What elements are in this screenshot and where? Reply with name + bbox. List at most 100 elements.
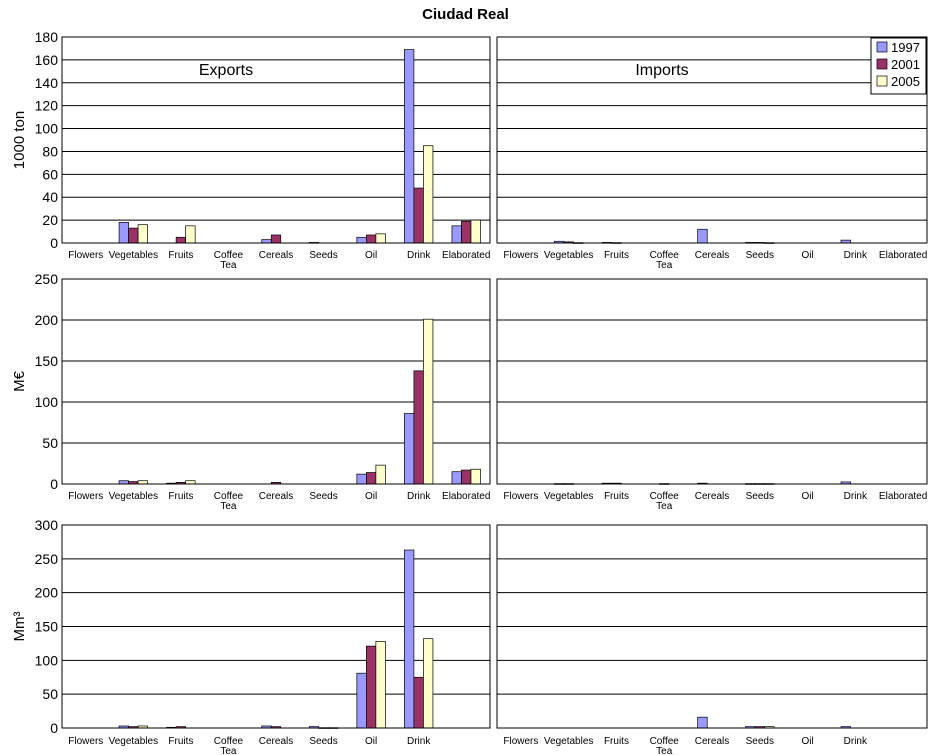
bar-2005-drink	[423, 145, 434, 244]
bar-2001-drink	[413, 187, 424, 244]
bar-2005-elaborated	[470, 219, 481, 244]
bar-2001-oil	[366, 472, 377, 485]
category-label: Oil	[365, 491, 377, 502]
y-tick-label: 120	[35, 98, 59, 114]
bar-1997-elaborated	[451, 225, 462, 244]
y-axis-label: Mm³	[11, 612, 28, 642]
category-label: Elaborated	[442, 491, 490, 502]
category-label: Cereals	[259, 736, 293, 747]
plot-frame	[61, 524, 491, 729]
y-tick-label: 300	[35, 517, 59, 533]
category-label: Flowers	[68, 250, 103, 261]
category-label: Seeds	[746, 250, 774, 261]
category-label: Fruits	[604, 491, 629, 502]
bar-2005-oil	[375, 641, 386, 729]
category-label: Vegetables	[109, 250, 159, 261]
category-label: Cereals	[695, 491, 729, 502]
bar-2001-drink	[413, 676, 424, 729]
bar-2005-drink	[423, 638, 434, 729]
category-label: Vegetables	[544, 250, 594, 261]
bar-2005-vegetables	[137, 224, 148, 244]
category-label: Fruits	[604, 736, 629, 747]
legend-label-1997: 1997	[891, 40, 920, 55]
category-label: Flowers	[68, 736, 103, 747]
legend-label-2001: 2001	[891, 57, 920, 72]
y-tick-label: 250	[35, 271, 59, 287]
category-label: Drink	[407, 736, 431, 747]
category-label: Oil	[801, 736, 813, 747]
bar-1997-vegetables	[118, 222, 129, 244]
bar-1997-cereals	[697, 716, 708, 729]
y-tick-label: 50	[42, 686, 58, 702]
category-label: Coffee	[650, 491, 680, 502]
bar-2001-elaborated	[461, 469, 472, 485]
category-label: Coffee	[214, 736, 244, 747]
category-label: Flowers	[503, 736, 538, 747]
bar-2005-oil	[375, 464, 386, 485]
category-label: Tea	[656, 746, 673, 755]
y-tick-label: 80	[42, 143, 58, 159]
category-label: Vegetables	[109, 491, 159, 502]
y-tick-label: 0	[50, 235, 58, 251]
y-tick-label: 250	[35, 551, 59, 567]
plot-frame	[496, 278, 928, 485]
bar-2001-elaborated	[461, 220, 472, 244]
panel-label: Imports	[635, 62, 688, 79]
category-label: Coffee	[650, 250, 680, 261]
y-tick-label: 150	[35, 353, 59, 369]
category-label: Cereals	[695, 250, 729, 261]
legend-swatch-2005	[876, 75, 888, 87]
category-label: Seeds	[746, 491, 774, 502]
y-tick-label: 140	[35, 75, 59, 91]
bar-2001-oil	[366, 645, 377, 729]
y-tick-label: 100	[35, 121, 59, 137]
y-tick-label: 60	[42, 166, 58, 182]
panel-label: Exports	[199, 62, 253, 79]
category-label: Elaborated	[442, 250, 490, 261]
bar-2005-elaborated	[470, 468, 481, 485]
bar-2001-cereals	[270, 234, 282, 244]
category-label: Tea	[656, 501, 673, 512]
category-label: Tea	[220, 501, 237, 512]
bar-1997-drink	[404, 413, 415, 485]
category-label: Cereals	[695, 736, 729, 747]
plot-frame	[61, 278, 491, 485]
category-label: Fruits	[168, 491, 193, 502]
category-label: Seeds	[309, 736, 337, 747]
category-label: Tea	[220, 746, 237, 755]
category-label: Seeds	[309, 250, 337, 261]
y-tick-label: 160	[35, 52, 59, 68]
category-label: Vegetables	[544, 736, 594, 747]
category-label: Cereals	[259, 491, 293, 502]
category-label: Tea	[656, 260, 673, 271]
y-tick-label: 100	[35, 394, 59, 410]
category-label: Flowers	[503, 250, 538, 261]
category-label: Cereals	[259, 250, 293, 261]
bar-2005-oil	[375, 233, 386, 244]
bar-1997-cereals	[697, 228, 708, 244]
category-label: Oil	[801, 491, 813, 502]
category-label: Flowers	[68, 491, 103, 502]
category-label: Fruits	[168, 250, 193, 261]
y-tick-label: 50	[42, 435, 58, 451]
category-label: Vegetables	[544, 491, 594, 502]
category-label: Oil	[365, 736, 377, 747]
category-label: Coffee	[650, 736, 680, 747]
category-label: Elaborated	[879, 491, 927, 502]
category-label: Fruits	[604, 250, 629, 261]
y-tick-label: 150	[35, 619, 59, 635]
category-label: Drink	[407, 250, 431, 261]
bar-2001-fruits	[175, 236, 186, 244]
y-tick-label: 0	[50, 720, 58, 736]
category-label: Tea	[220, 260, 237, 271]
legend-swatch-2001	[876, 58, 888, 70]
category-label: Flowers	[503, 491, 538, 502]
bar-1997-oil	[356, 473, 367, 485]
category-label: Oil	[801, 250, 813, 261]
y-axis-label: M€	[11, 370, 28, 391]
category-label: Drink	[844, 491, 868, 502]
bar-1997-drink	[404, 549, 415, 729]
y-tick-label: 200	[35, 312, 59, 328]
